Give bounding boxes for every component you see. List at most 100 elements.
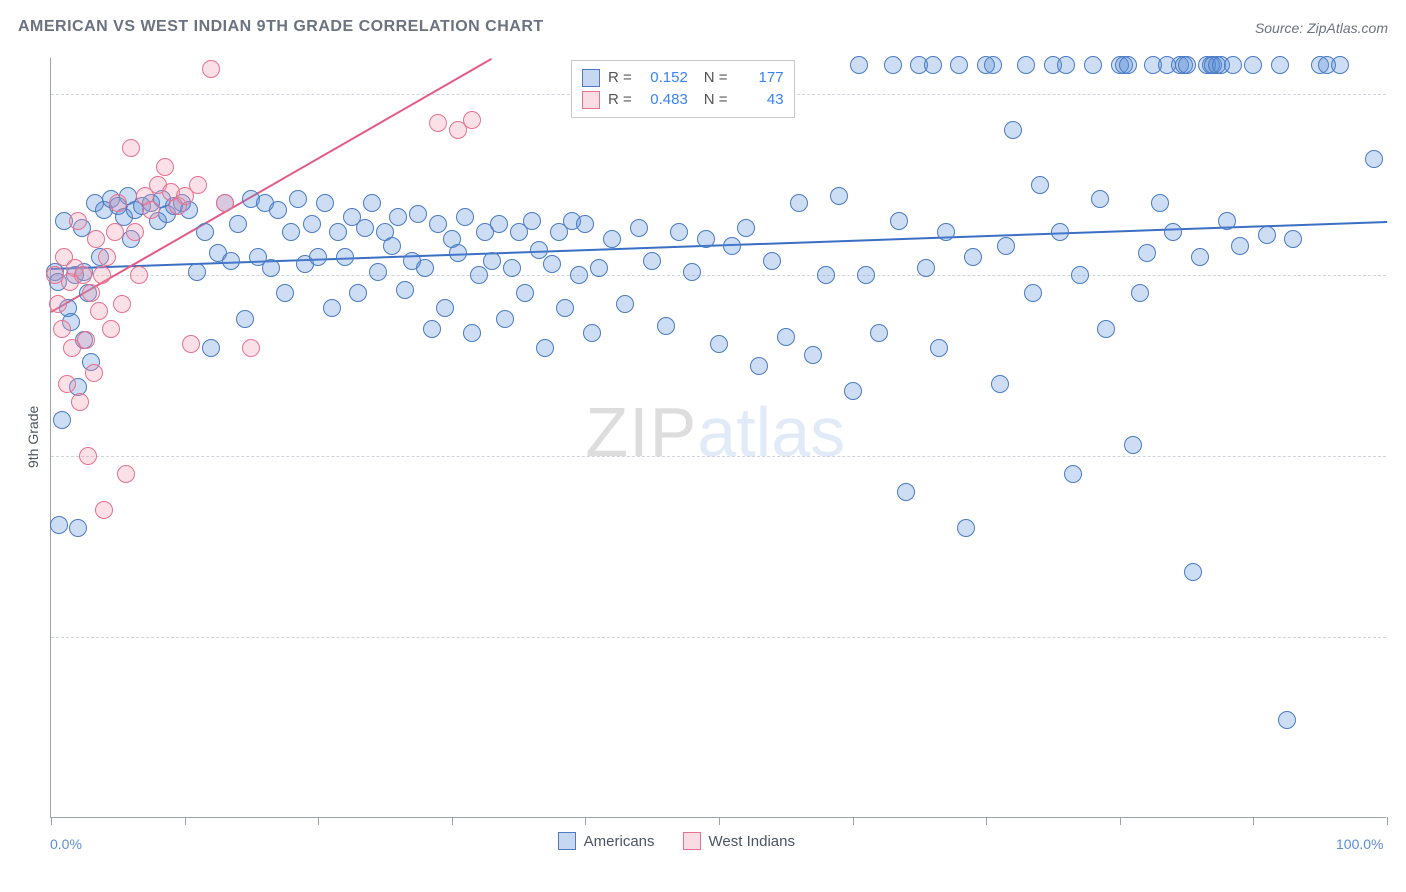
data-point (670, 223, 688, 241)
plot-area: ZIPatlas 85.0%90.0%95.0%100.0% (50, 58, 1386, 818)
data-point (1331, 56, 1349, 74)
legend-series-label: Americans (584, 833, 655, 850)
data-point (997, 237, 1015, 255)
data-point (409, 205, 427, 223)
data-point (1124, 436, 1142, 454)
x-tick-label: 0.0% (50, 836, 82, 852)
data-point (130, 266, 148, 284)
data-point (817, 266, 835, 284)
y-tick-label: 100.0% (1394, 86, 1406, 102)
data-point (463, 111, 481, 129)
legend-series-label: West Indians (709, 833, 795, 850)
data-point (496, 310, 514, 328)
data-point (423, 320, 441, 338)
data-point (890, 212, 908, 230)
data-point (1091, 190, 1109, 208)
data-point (844, 382, 862, 400)
data-point (87, 230, 105, 248)
series-legend: Americans West Indians (558, 832, 795, 850)
data-point (369, 263, 387, 281)
x-tick (318, 817, 319, 825)
data-point (777, 328, 795, 346)
legend-r-value: 0.152 (640, 67, 688, 89)
data-point (991, 375, 1009, 393)
data-point (109, 194, 127, 212)
legend-swatch (683, 832, 701, 850)
data-point (950, 56, 968, 74)
data-point (1244, 56, 1262, 74)
data-point (309, 248, 327, 266)
legend-item: Americans (558, 832, 655, 850)
legend-n-value: 177 (736, 67, 784, 89)
watermark: ZIPatlas (585, 392, 845, 472)
chart-title: AMERICAN VS WEST INDIAN 9TH GRADE CORREL… (18, 18, 544, 36)
data-point (449, 244, 467, 262)
data-point (1365, 150, 1383, 168)
legend-swatch (582, 69, 600, 87)
data-point (630, 219, 648, 237)
data-point (216, 194, 234, 212)
gridline (51, 275, 1386, 276)
data-point (102, 320, 120, 338)
data-point (229, 215, 247, 233)
data-point (242, 339, 260, 357)
legend-swatch (558, 832, 576, 850)
data-point (79, 447, 97, 465)
legend-row: R =0.152N =177 (582, 67, 784, 89)
x-tick (1253, 817, 1254, 825)
data-point (957, 519, 975, 537)
data-point (156, 158, 174, 176)
x-tick (185, 817, 186, 825)
data-point (74, 266, 92, 284)
data-point (323, 299, 341, 317)
x-tick (51, 817, 52, 825)
data-point (1031, 176, 1049, 194)
data-point (82, 284, 100, 302)
data-point (1071, 266, 1089, 284)
data-point (53, 411, 71, 429)
data-point (389, 208, 407, 226)
x-tick-label: 100.0% (1336, 836, 1383, 852)
data-point (189, 176, 207, 194)
data-point (429, 114, 447, 132)
data-point (917, 259, 935, 277)
data-point (964, 248, 982, 266)
correlation-legend: R =0.152N =177R =0.483N =43 (571, 60, 795, 118)
data-point (1284, 230, 1302, 248)
data-point (1017, 56, 1035, 74)
data-point (723, 237, 741, 255)
data-point (937, 223, 955, 241)
x-tick (853, 817, 854, 825)
data-point (349, 284, 367, 302)
data-point (196, 223, 214, 241)
legend-n-label: N = (704, 67, 728, 89)
data-point (50, 516, 68, 534)
data-point (1258, 226, 1276, 244)
watermark-zip: ZIP (585, 393, 697, 471)
data-point (222, 252, 240, 270)
y-tick-label: 85.0% (1394, 629, 1406, 645)
legend-n-label: N = (704, 89, 728, 111)
data-point (897, 483, 915, 501)
data-point (269, 201, 287, 219)
data-point (1151, 194, 1169, 212)
data-point (1184, 563, 1202, 581)
data-point (71, 393, 89, 411)
data-point (1004, 121, 1022, 139)
watermark-atlas: atlas (697, 393, 845, 471)
data-point (202, 339, 220, 357)
data-point (870, 324, 888, 342)
data-point (1119, 56, 1137, 74)
data-point (49, 295, 67, 313)
legend-r-value: 0.483 (640, 89, 688, 111)
gridline (51, 637, 1386, 638)
data-point (470, 266, 488, 284)
data-point (576, 215, 594, 233)
data-point (657, 317, 675, 335)
data-point (830, 187, 848, 205)
data-point (356, 219, 374, 237)
data-point (126, 223, 144, 241)
x-tick (452, 817, 453, 825)
data-point (530, 241, 548, 259)
data-point (1138, 244, 1156, 262)
